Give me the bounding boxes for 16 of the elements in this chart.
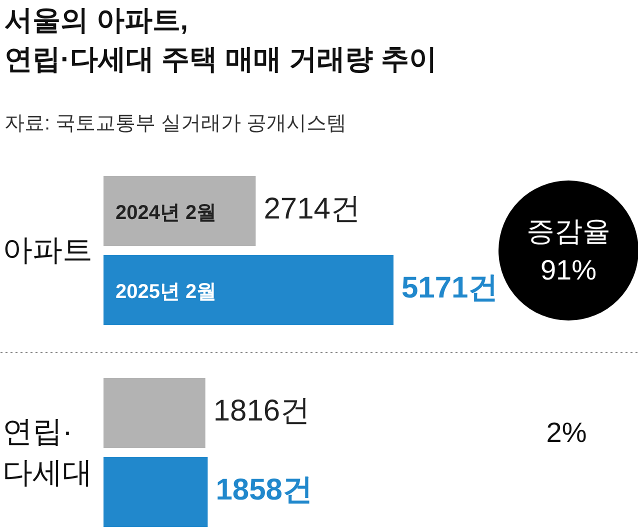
- chart-subtitle: 자료: 국토교통부 실거래가 공개시스템: [4, 112, 347, 134]
- text: 2%: [546, 417, 587, 448]
- series-label: 2024년 2월: [116, 202, 217, 224]
- data-label: 1816건: [213, 394, 310, 428]
- bar: [104, 255, 394, 325]
- y-tick-label: 연립· 다세대: [2, 415, 92, 490]
- data-label: 2714건: [264, 192, 360, 226]
- bar: [104, 378, 206, 448]
- bar: [104, 457, 208, 527]
- data-label: 1858건: [216, 474, 312, 506]
- y-tick-label: 아파트: [2, 234, 92, 267]
- text: 증감율 91%: [526, 216, 610, 286]
- series-label: 2025년 2월: [116, 281, 217, 303]
- chart-title: 서울의 아파트, 연립·다세대 주택 매매 거래량 추이: [4, 4, 437, 74]
- data-label: 5171건: [401, 272, 498, 304]
- bar: [104, 176, 256, 246]
